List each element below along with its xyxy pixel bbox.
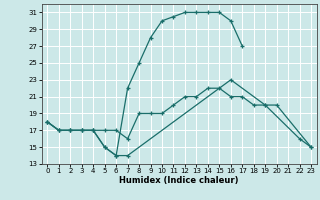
- X-axis label: Humidex (Indice chaleur): Humidex (Indice chaleur): [119, 176, 239, 185]
